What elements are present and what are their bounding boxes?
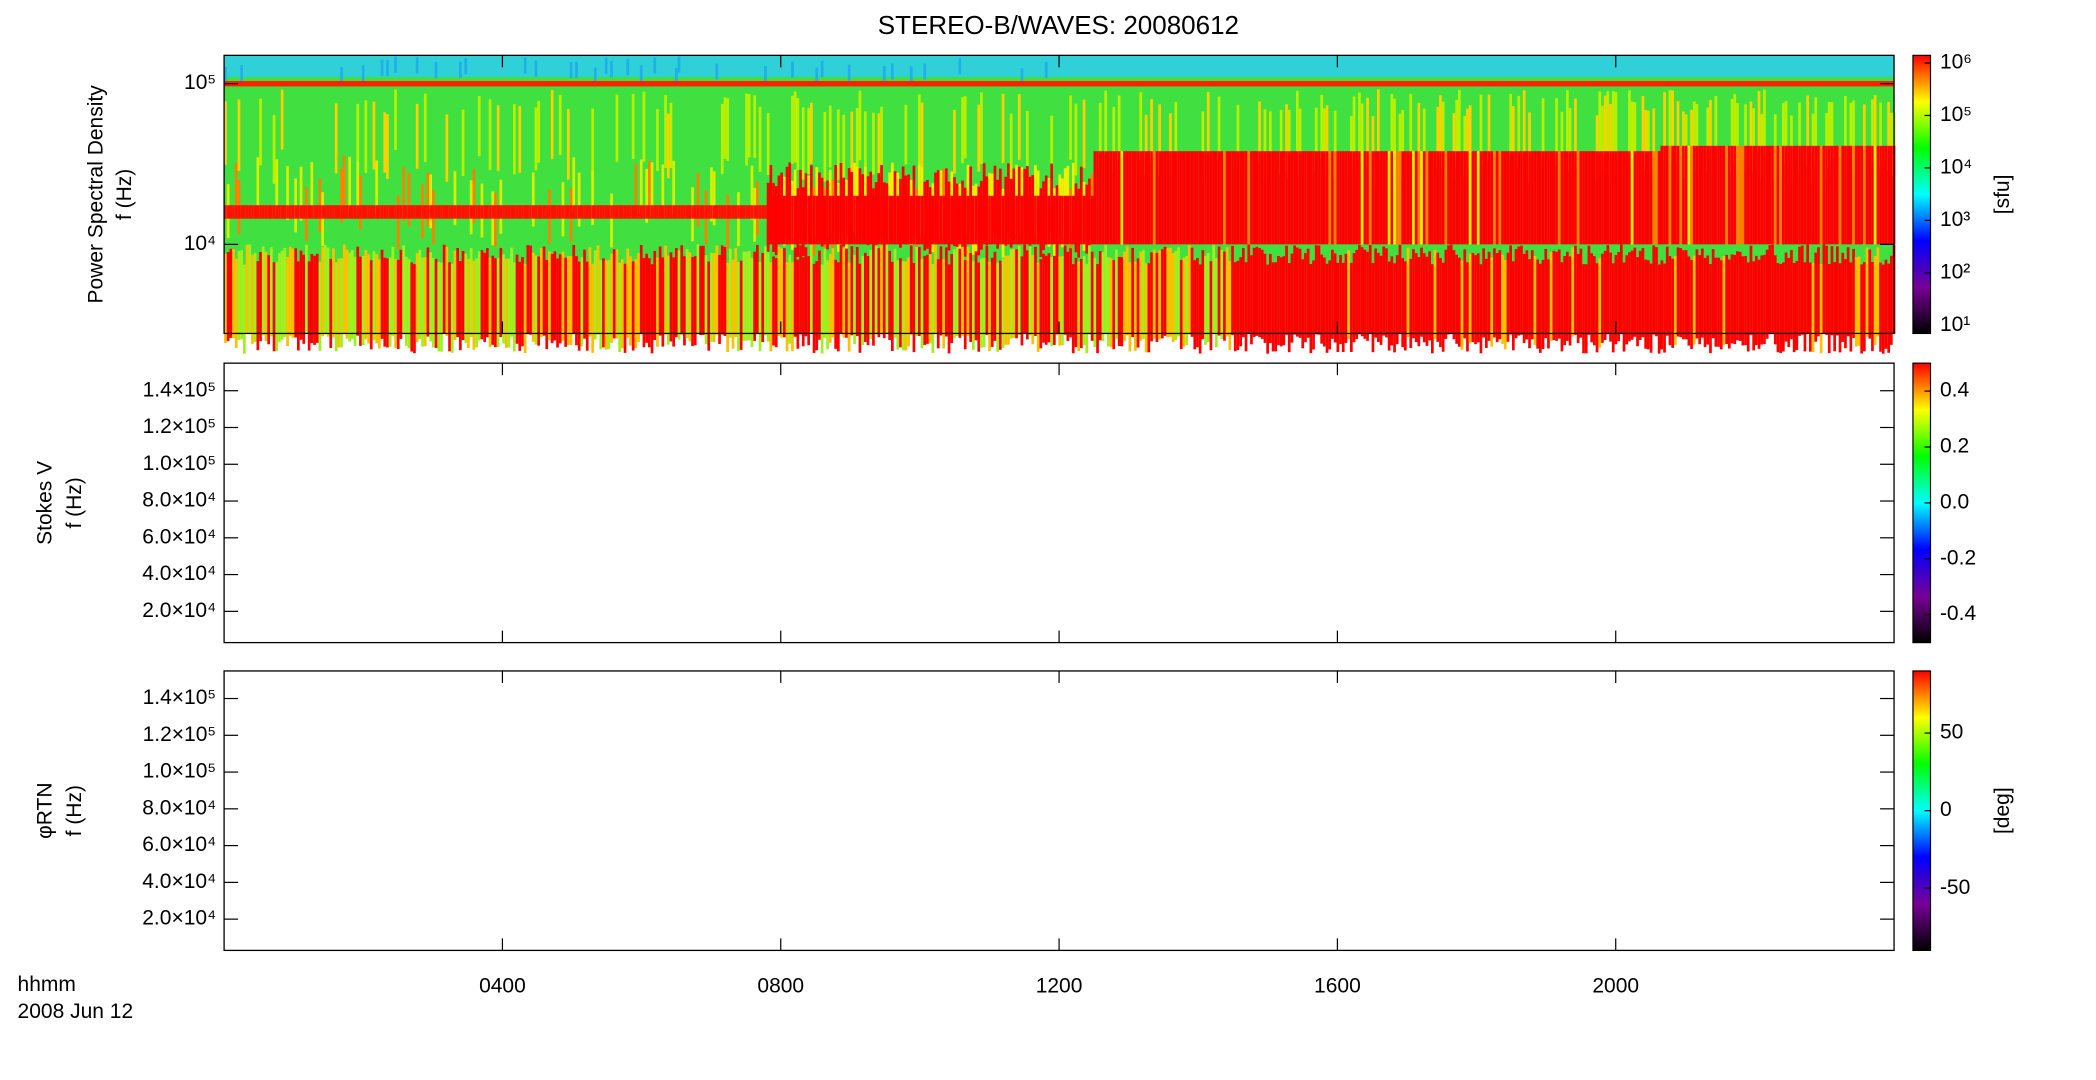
colorbar-tick-label: 0.4 bbox=[1940, 379, 1970, 402]
colorbar-tick-label: 10² bbox=[1940, 260, 1970, 283]
colorbar-tick-label: -50 bbox=[1940, 876, 1970, 899]
y-tick-label: 2.0×10⁴ bbox=[142, 907, 216, 930]
y-tick-label: 6.0×10⁴ bbox=[142, 833, 216, 856]
x-axis-label: hhmm bbox=[18, 973, 76, 996]
x-tick-label: 1600 bbox=[1314, 974, 1361, 997]
y-tick-label: 6.0×10⁴ bbox=[142, 525, 216, 548]
colorbar-tick-label: 0 bbox=[1940, 798, 1952, 821]
y-tick-label: 4.0×10⁴ bbox=[142, 870, 216, 893]
y-axis-label: Stokes V bbox=[33, 461, 56, 545]
colorbar-tick-label: -0.4 bbox=[1940, 602, 1977, 625]
colorbar-label: [sfu] bbox=[1991, 175, 2014, 215]
colorbar-tick-label: 10⁴ bbox=[1940, 155, 1972, 178]
colorbar-tick-label: 10⁶ bbox=[1940, 51, 1972, 74]
colorbar-tick-label: 10¹ bbox=[1940, 313, 1970, 336]
y-tick-label: 1.2×10⁵ bbox=[143, 415, 217, 438]
y-tick-label: 4.0×10⁴ bbox=[142, 562, 216, 585]
y-tick-label: 1.0×10⁵ bbox=[143, 452, 217, 475]
x-tick-label: 0400 bbox=[479, 974, 526, 997]
spectrogram-image bbox=[224, 55, 1896, 354]
y-axis-label: f (Hz) bbox=[63, 477, 86, 528]
colorbar-label: [deg] bbox=[1991, 787, 2014, 834]
colorbar-tick-label: -0.2 bbox=[1940, 546, 1976, 569]
x-tick-label: 1200 bbox=[1036, 974, 1083, 997]
y-tick-label: 2.0×10⁴ bbox=[142, 599, 216, 622]
plot-frame bbox=[223, 362, 1895, 644]
y-axis-label: f (Hz) bbox=[113, 169, 136, 220]
colorbar-tick-label: 50 bbox=[1940, 721, 1963, 744]
y-tick-label: 1.4×10⁵ bbox=[143, 686, 217, 709]
plot-frame bbox=[223, 670, 1895, 952]
y-axis-label: φRTN bbox=[33, 782, 56, 838]
y-tick-label: 1.4×10⁵ bbox=[143, 378, 217, 401]
colorbar-tick-label: 0.0 bbox=[1940, 490, 1969, 513]
y-tick-label: 10⁵ bbox=[184, 71, 216, 94]
colorbar-tick-label: 0.2 bbox=[1940, 435, 1969, 458]
x-axis-label: 2008 Jun 12 bbox=[18, 1000, 134, 1023]
y-tick-label: 1.2×10⁵ bbox=[143, 723, 217, 746]
x-tick-label: 0800 bbox=[757, 974, 804, 997]
colorbar-tick-label: 10⁵ bbox=[1940, 103, 1972, 126]
y-tick-label: 1.0×10⁵ bbox=[143, 760, 217, 783]
y-axis-label: f (Hz) bbox=[63, 785, 86, 836]
y-axis-label: Power Spectral Density bbox=[85, 85, 108, 304]
y-tick-label: 8.0×10⁴ bbox=[142, 796, 216, 819]
x-tick-label: 2000 bbox=[1592, 974, 1639, 997]
chart-title: STEREO-B/WAVES: 20080612 bbox=[878, 10, 1239, 40]
colorbar-tick-label: 10³ bbox=[1940, 208, 1970, 231]
y-tick-label: 8.0×10⁴ bbox=[142, 489, 216, 512]
y-tick-label: 10⁴ bbox=[184, 232, 216, 255]
colorbar bbox=[1912, 54, 1932, 335]
